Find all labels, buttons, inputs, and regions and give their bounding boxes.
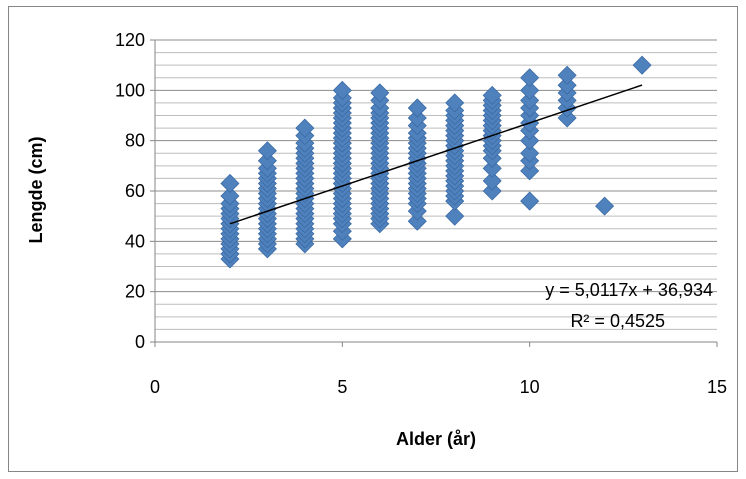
data-point xyxy=(332,80,352,100)
data-point xyxy=(257,151,277,171)
data-point xyxy=(520,68,540,88)
data-point xyxy=(520,191,540,211)
data-point xyxy=(632,55,652,75)
x-tick-label: 5 xyxy=(337,377,347,397)
gridlines xyxy=(155,39,717,330)
y-tick-label: 60 xyxy=(125,181,145,201)
y-tick-label: 100 xyxy=(115,80,145,100)
y-tick-label: 20 xyxy=(125,282,145,302)
x-tick-label: 15 xyxy=(707,377,727,397)
y-tick-label: 120 xyxy=(115,30,145,50)
data-point xyxy=(520,131,540,151)
r-squared-label: R² = 0,4525 xyxy=(570,311,665,331)
data-point xyxy=(520,143,540,163)
data-point xyxy=(595,196,615,216)
data-points xyxy=(220,55,652,269)
axes xyxy=(150,39,718,347)
data-point xyxy=(445,206,465,226)
trendline-equation: y = 5,0117x + 36,934 xyxy=(545,280,713,300)
y-tick-label: 0 xyxy=(135,332,145,352)
trendline xyxy=(229,84,643,225)
data-point xyxy=(220,173,240,193)
trendline-group xyxy=(229,84,643,225)
data-point xyxy=(520,161,540,181)
data-point xyxy=(407,108,427,128)
data-point xyxy=(445,93,465,113)
data-point xyxy=(557,75,577,95)
data-point xyxy=(482,158,502,178)
data-point xyxy=(482,85,502,105)
data-point xyxy=(370,83,390,103)
tick-labels: 0 20 40 60 80 100 120 0 5 10 15 xyxy=(115,30,727,397)
x-tick-label: 0 xyxy=(150,377,160,397)
data-point xyxy=(557,65,577,85)
y-axis-title: Lengde (cm) xyxy=(26,136,46,243)
data-point xyxy=(407,211,427,231)
chart-area xyxy=(8,6,738,472)
y-tick-label: 40 xyxy=(125,231,145,251)
data-point xyxy=(520,80,540,100)
data-point xyxy=(220,186,240,206)
data-point xyxy=(407,98,427,118)
x-axis-title: Alder (år) xyxy=(396,429,476,449)
data-point xyxy=(520,90,540,110)
data-point xyxy=(482,181,502,201)
y-tick-label: 80 xyxy=(125,131,145,151)
data-point xyxy=(482,171,502,191)
data-point xyxy=(557,108,577,128)
x-tick-label: 10 xyxy=(520,377,540,397)
data-point xyxy=(295,118,315,138)
data-point xyxy=(257,141,277,161)
